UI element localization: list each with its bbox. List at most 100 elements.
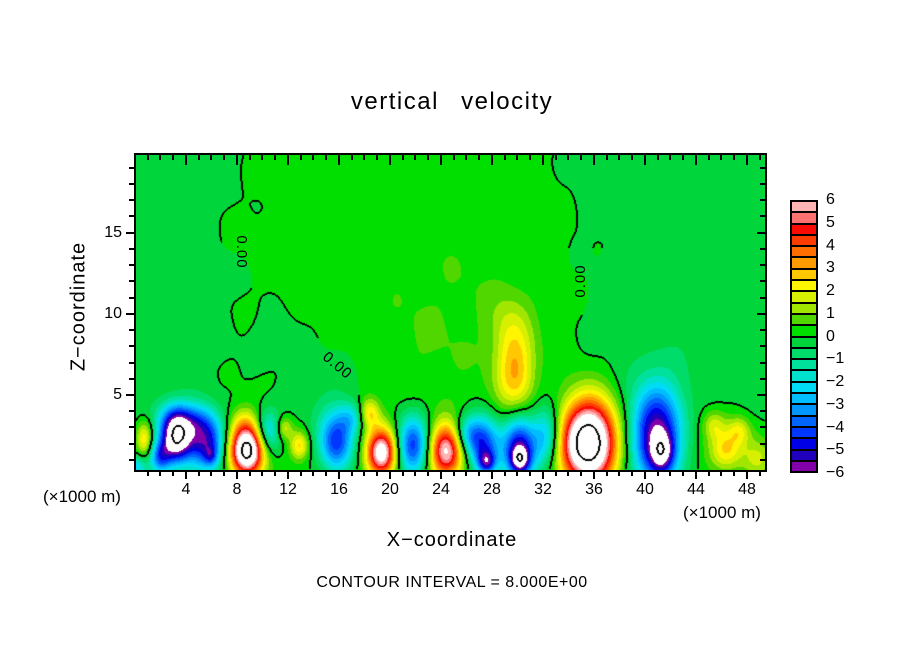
- colorbar-label: 2: [826, 282, 835, 299]
- tick-mark: [325, 472, 327, 476]
- colorbar-cell: [792, 416, 816, 428]
- tick-mark: [760, 378, 765, 380]
- tick-mark: [733, 155, 735, 160]
- z-tick-label: 10: [104, 305, 122, 322]
- tick-mark: [757, 232, 765, 234]
- tick-mark: [287, 155, 289, 165]
- tick-mark: [593, 472, 595, 479]
- tick-mark: [657, 472, 659, 476]
- tick-mark: [414, 155, 416, 160]
- tick-mark: [682, 155, 684, 160]
- tick-mark: [129, 199, 134, 201]
- colorbar-cell: [792, 258, 816, 270]
- colorbar-cell: [792, 292, 816, 304]
- tick-mark: [185, 155, 187, 165]
- tick-mark: [402, 155, 404, 160]
- tick-mark: [695, 155, 697, 165]
- tick-mark: [478, 472, 480, 476]
- tick-mark: [491, 155, 493, 165]
- tick-mark: [644, 472, 646, 479]
- tick-mark: [312, 472, 314, 476]
- colorbar-label: −5: [826, 441, 845, 459]
- tick-mark: [129, 215, 134, 217]
- tick-mark: [746, 472, 748, 479]
- x-tick-label: 32: [534, 481, 552, 498]
- tick-mark: [760, 329, 765, 331]
- tick-mark: [580, 472, 582, 476]
- colorbar-cell: [792, 314, 816, 327]
- tick-mark: [389, 155, 391, 165]
- colorbar-cell: [792, 303, 816, 315]
- tick-mark: [287, 472, 289, 479]
- colorbar-cell: [792, 337, 816, 349]
- tick-mark: [478, 155, 480, 160]
- tick-mark: [760, 264, 765, 266]
- tick-mark: [465, 155, 467, 160]
- tick-mark: [351, 155, 353, 160]
- tick-mark: [223, 472, 225, 476]
- tick-mark: [325, 155, 327, 160]
- tick-mark: [261, 472, 263, 476]
- tick-mark: [129, 378, 134, 380]
- tick-mark: [249, 472, 251, 476]
- contour-line-label: 0.00: [233, 235, 250, 269]
- tick-mark: [147, 155, 149, 160]
- colorbar-label: 4: [826, 236, 835, 254]
- x-tick-label: 4: [181, 481, 191, 498]
- x-tick-label: 40: [636, 481, 654, 498]
- colorbar-cell: [792, 269, 816, 282]
- tick-mark: [516, 155, 518, 160]
- tick-mark: [708, 155, 710, 160]
- plot-frame: 0.00 0.00 0.00: [134, 153, 767, 472]
- x-tick-label: 48: [738, 481, 756, 498]
- plot-area: 0.00 0.00 0.00: [136, 155, 765, 470]
- x-axis-title: X−coordinate: [386, 529, 518, 551]
- tick-mark: [760, 443, 765, 445]
- tick-mark: [338, 472, 340, 479]
- colorbar-cell: [792, 394, 816, 406]
- colorbar: [790, 200, 818, 473]
- tick-mark: [453, 472, 455, 476]
- tick-mark: [567, 155, 569, 160]
- x-tick-label: 36: [585, 481, 603, 498]
- tick-mark: [129, 459, 134, 461]
- tick-mark: [414, 472, 416, 476]
- colorbar-cell: [792, 202, 816, 214]
- tick-mark: [351, 472, 353, 476]
- tick-mark: [129, 443, 134, 445]
- colorbar-cell: [792, 213, 816, 225]
- tick-mark: [376, 472, 378, 476]
- colorbar-label: 1: [826, 304, 835, 322]
- tick-mark: [555, 472, 557, 476]
- colorbar-label: −2: [826, 373, 845, 390]
- tick-mark: [147, 472, 149, 476]
- tick-mark: [491, 472, 493, 479]
- colorbar-label: −4: [826, 418, 845, 436]
- colorbar-label: −3: [826, 395, 845, 413]
- colorbar-cell: [792, 224, 816, 236]
- contour-line-label: 0.00: [572, 264, 589, 298]
- tick-mark: [631, 472, 633, 476]
- colorbar-cell: [792, 348, 816, 361]
- tick-mark: [669, 472, 671, 476]
- tick-mark: [126, 232, 134, 234]
- tick-mark: [759, 472, 761, 476]
- colorbar-cell: [792, 405, 816, 417]
- tick-mark: [759, 155, 761, 160]
- colorbar-cell: [792, 235, 816, 248]
- tick-mark: [657, 155, 659, 160]
- tick-mark: [760, 345, 765, 347]
- colorbar-cell: [792, 382, 816, 395]
- x-units-label-left: (×1000 m): [43, 487, 121, 506]
- tick-mark: [126, 394, 134, 396]
- x-tick-label: 12: [279, 481, 297, 498]
- tick-mark: [760, 248, 765, 250]
- tick-mark: [760, 199, 765, 201]
- colorbar-label: −6: [826, 464, 845, 481]
- tick-mark: [720, 472, 722, 476]
- colorbar-cell: [792, 360, 816, 372]
- tick-mark: [172, 472, 174, 476]
- heatmap-canvas: [136, 155, 765, 470]
- tick-mark: [760, 410, 765, 412]
